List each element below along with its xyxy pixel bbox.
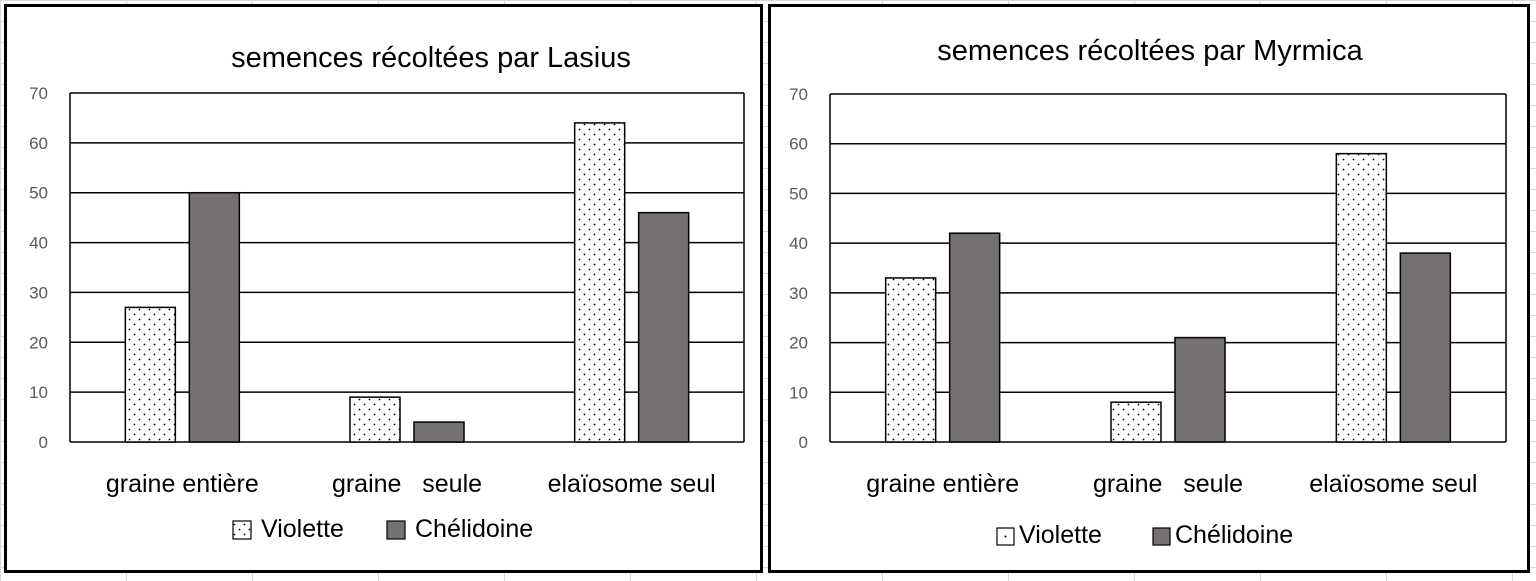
y-tick-label: 50	[29, 184, 48, 203]
category-label: elaïosome seul	[1309, 470, 1477, 498]
category-label: graine seule	[332, 470, 482, 498]
legend-label-chelidoine: Chélidoine	[415, 515, 533, 543]
bar-violette-graine-enti-re	[884, 277, 937, 443]
y-tick-label: 30	[29, 283, 48, 302]
y-tick-label: 40	[29, 234, 48, 253]
chart-title: semences récoltées par Myrmica	[937, 35, 1363, 67]
category-label: elaïosome seul	[548, 470, 716, 498]
chart-svg: semences récoltées par Lasius 0 10 20 30 40 50…	[29, 42, 745, 543]
chart-title: semences récoltées par Lasius	[231, 42, 631, 74]
bar-violette-graine-seule	[1110, 401, 1162, 443]
y-tick-label: 10	[29, 383, 48, 402]
y-tick-label: 20	[29, 333, 48, 352]
bar-ch-lidoine-graine-enti-re	[188, 191, 241, 443]
legend-label-violette: Violette	[1019, 521, 1102, 549]
bar-ch-lidoine-graine-seule	[1174, 336, 1226, 443]
bar-violette-ela-osome-seul	[573, 122, 626, 443]
y-tick-label: 60	[29, 134, 48, 153]
category-label: graine seule	[1093, 470, 1243, 498]
chart-svg: semences récoltées par Myrmica 0 10 20 30 40 5…	[789, 35, 1507, 549]
bar-violette-ela-osome-seul	[1335, 152, 1388, 443]
y-tick-label: 0	[799, 433, 808, 452]
legend-violette-swatch-dot	[1004, 535, 1007, 538]
bar-violette-graine-seule	[349, 396, 401, 443]
legend-label-violette: Violette	[261, 515, 344, 543]
y-tick-label: 0	[39, 433, 48, 452]
bar-ch-lidoine-ela-osome-seul	[1399, 252, 1452, 443]
legend-violette-swatch	[232, 520, 252, 540]
y-tick-label: 70	[789, 85, 808, 104]
y-tick-label: 40	[789, 234, 808, 253]
category-label: graine entière	[866, 470, 1019, 498]
y-tick-label: 10	[789, 383, 808, 402]
bar-ch-lidoine-ela-osome-seul	[637, 211, 690, 443]
y-tick-label: 20	[789, 334, 808, 353]
y-tick-label: 70	[29, 84, 48, 103]
legend-chelidoine-swatch	[1152, 527, 1171, 546]
bar-ch-lidoine-graine-seule	[413, 421, 465, 443]
category-label: graine entière	[106, 470, 259, 498]
legend-chelidoine-swatch	[386, 520, 406, 540]
legend-label-chelidoine: Chélidoine	[1175, 521, 1293, 549]
chart-panel-lasius: semences récoltées par Lasius 0 10 20 30 40 50…	[4, 4, 763, 573]
y-tick-label: 60	[789, 135, 808, 154]
bar-violette-graine-enti-re	[124, 306, 177, 443]
y-tick-label: 30	[789, 284, 808, 303]
y-tick-label: 50	[789, 184, 808, 203]
bar-ch-lidoine-graine-enti-re	[948, 232, 1001, 443]
chart-panel-myrmica: semences récoltées par Myrmica 0 10 20 30 40 5…	[768, 4, 1530, 573]
